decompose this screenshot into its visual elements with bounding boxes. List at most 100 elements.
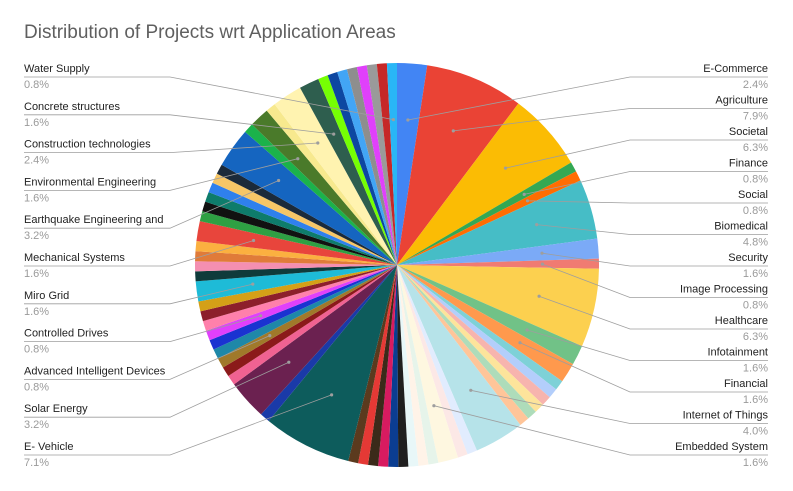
slice-label-name: E-Commerce: [703, 63, 768, 75]
leader-dot: [391, 118, 395, 122]
leader-line: [433, 405, 768, 456]
slice-label-name: Advanced Intelligent Devices: [24, 365, 166, 377]
pie-slice-healthcare: [397, 265, 599, 347]
leader-dot: [277, 178, 281, 183]
pie-slice-28: [368, 265, 397, 467]
leader-line: [24, 240, 254, 267]
leader-line: [453, 108, 768, 132]
pie-slice-17: [397, 265, 529, 425]
slice-label-name: E- Vehicle: [24, 441, 74, 453]
pie-slice-64: [346, 67, 397, 265]
leader-line: [24, 283, 253, 305]
slice-label-construction-technologies: Construction technologies 2.4%: [24, 139, 320, 167]
slice-label-finance: Finance 0.8%: [522, 158, 768, 196]
slice-label-social: Social 0.8%: [525, 189, 768, 217]
slice-label-healthcare: Healthcare 6.3%: [537, 294, 768, 343]
pie-slice-mechanical-systems: [196, 221, 397, 265]
leader-line: [24, 335, 270, 380]
pie-slice-24: [397, 265, 419, 467]
slice-label-infotainment: Infotainment 1.6%: [525, 328, 768, 375]
pie-slice-41: [200, 265, 397, 322]
leader-dot: [332, 132, 336, 136]
slice-label-mechanical-systems: Mechanical Systems 1.6%: [24, 238, 256, 280]
leader-dot: [540, 262, 545, 266]
slice-label-percent: 7.9%: [743, 111, 768, 123]
slice-label-solar-energy: Solar Energy 3.2%: [24, 360, 291, 431]
pie-slice-37: [213, 265, 397, 359]
leader-line: [470, 389, 768, 424]
pie-slice-38: [209, 265, 397, 350]
slice-label-controlled-drives: Controlled Drives 0.8%: [24, 314, 263, 356]
slice-label-name: Financial: [724, 378, 768, 390]
slice-label-water-supply: Water Supply 0.8%: [24, 63, 395, 122]
leader-dot: [287, 360, 291, 364]
pie-slice-22: [397, 265, 439, 465]
slice-label-name: Internet of Things: [683, 410, 769, 422]
slice-label-percent: 4.0%: [743, 426, 768, 438]
pie-slice-25: [397, 265, 409, 467]
pie-slice-advanced-intelligent-devices: [218, 265, 397, 368]
pie-slice-27: [378, 265, 397, 467]
pie-slice-45: [195, 261, 397, 272]
pie-slice-47: [195, 241, 397, 265]
slice-label-name: Mechanical Systems: [24, 252, 125, 264]
slice-label-name: Water Supply: [24, 63, 90, 75]
pie-slice-42: [198, 265, 397, 312]
leader-line: [24, 114, 334, 135]
chart-title: Distribution of Projects wrt Application…: [24, 22, 396, 43]
pie-slice-e-vehicle: [268, 265, 397, 462]
pie-slice-26: [388, 265, 399, 468]
pie-slice-societal: [397, 103, 572, 265]
slice-label-name: Controlled Drives: [24, 328, 109, 340]
slice-label-percent: 3.2%: [24, 230, 49, 242]
leader-dot: [432, 404, 436, 408]
pie-slice-54: [216, 164, 397, 265]
pie-slice-concrete-structures: [300, 78, 397, 266]
leader-dot: [469, 388, 473, 392]
slice-label-percent: 0.8%: [743, 174, 768, 186]
pie-slice-finance: [397, 162, 576, 265]
slice-label-percent: 1.6%: [24, 192, 49, 204]
slice-label-biomedical: Biomedical 4.8%: [535, 221, 768, 249]
slice-label-percent: 0.8%: [24, 344, 49, 356]
slice-label-percent: 1.6%: [24, 117, 49, 129]
slice-label-name: Social: [738, 189, 768, 201]
slice-label-name: Healthcare: [715, 315, 768, 327]
slice-label-percent: 1.6%: [743, 268, 768, 280]
pie-slice-security: [397, 238, 599, 265]
pie-slice-13: [397, 265, 557, 398]
leader-line: [505, 139, 768, 169]
slice-label-name: Biomedical: [714, 221, 768, 233]
leader-dot: [268, 334, 272, 338]
pie-slice-water-supply: [386, 62, 397, 265]
slice-label-societal: Societal 6.3%: [503, 126, 768, 170]
slice-label-concrete-structures: Concrete structures 1.6%: [24, 101, 336, 136]
pie-slice-solar-energy: [234, 265, 397, 415]
slice-label-e-vehicle: E- Vehicle 7.1%: [24, 393, 334, 469]
slice-label-name: Construction technologies: [24, 139, 151, 151]
pie-slice-16: [397, 265, 536, 419]
pie-slice-52: [208, 182, 397, 265]
leader-line: [524, 171, 768, 195]
pie-slice-61: [318, 75, 397, 265]
slice-label-name: Embedded System: [675, 441, 768, 453]
slice-label-advanced-intelligent-devices: Advanced Intelligent Devices 0.8%: [24, 334, 272, 393]
leader-line: [538, 295, 768, 330]
leader-line: [24, 158, 298, 191]
slice-label-name: Security: [728, 252, 768, 264]
slice-label-percent: 1.6%: [24, 306, 49, 318]
slice-label-percent: 0.8%: [24, 381, 49, 393]
slice-label-name: Finance: [729, 158, 768, 170]
pie-slice-14: [397, 265, 550, 405]
pie-slice-56: [245, 124, 397, 265]
slice-label-percent: 1.6%: [24, 268, 49, 280]
slice-label-percent: 1.6%: [743, 394, 768, 406]
pie-slice-62: [327, 72, 397, 265]
slice-label-environmental-engineering: Environmental Engineering 1.6%: [24, 157, 300, 204]
pie-slice-30: [348, 265, 397, 464]
leader-line: [24, 361, 289, 418]
slice-label-percent: 3.2%: [24, 419, 49, 431]
pie-slice-49: [199, 211, 397, 265]
slice-label-name: Environmental Engineering: [24, 176, 156, 188]
leader-line: [24, 76, 394, 120]
